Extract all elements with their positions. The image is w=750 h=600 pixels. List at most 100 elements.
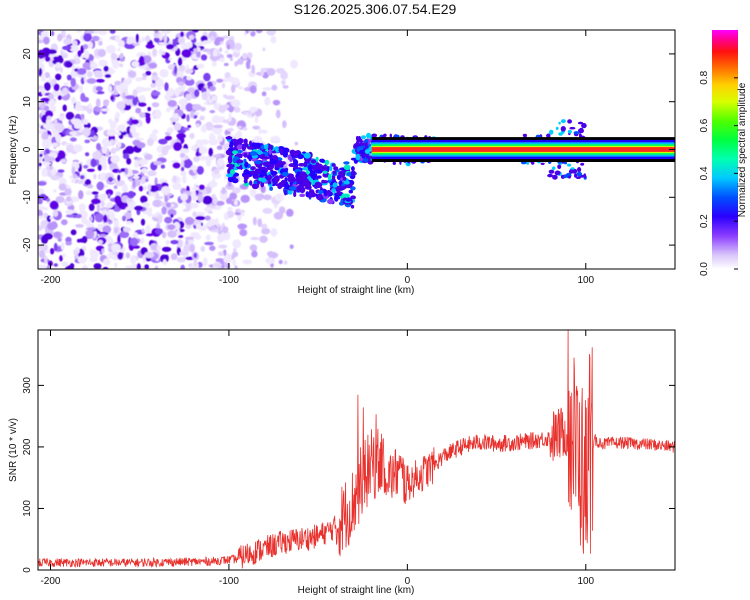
transition-blob bbox=[275, 183, 284, 187]
colorbar-tick-label: 0.2 bbox=[699, 214, 710, 228]
y-tick-label: 20 bbox=[22, 48, 33, 60]
noise-blob bbox=[265, 257, 276, 264]
x-tick-label: -200 bbox=[40, 576, 60, 587]
noise-blob bbox=[40, 97, 50, 102]
noise-blob bbox=[45, 198, 51, 202]
spectrogram-y-label: Frequency (Hz) bbox=[8, 116, 19, 185]
noise-blob bbox=[138, 185, 144, 192]
transition-blob bbox=[333, 166, 339, 171]
transition-blob bbox=[284, 167, 289, 172]
noise-blob bbox=[77, 255, 87, 264]
noise-blob bbox=[186, 76, 192, 81]
noise-blob bbox=[215, 258, 224, 263]
noise-blob bbox=[223, 172, 229, 180]
noise-blob bbox=[161, 246, 172, 252]
edge-blob bbox=[574, 173, 577, 178]
transition-blob bbox=[254, 160, 262, 165]
noise-blob bbox=[190, 110, 195, 119]
noise-blob bbox=[120, 131, 127, 136]
transition-blob bbox=[342, 176, 347, 181]
noise-blob bbox=[78, 238, 87, 243]
noise-blob bbox=[161, 206, 167, 215]
noise-blob bbox=[108, 85, 113, 93]
x-tick-label: -200 bbox=[40, 275, 60, 286]
noise-blob bbox=[204, 215, 211, 221]
noise-blob bbox=[122, 215, 126, 222]
noise-blob bbox=[180, 148, 190, 154]
noise-blob bbox=[38, 39, 44, 44]
noise-blob bbox=[64, 61, 73, 68]
transition-blob bbox=[227, 157, 233, 161]
noise-blob bbox=[132, 89, 138, 98]
noise-blob bbox=[184, 216, 195, 226]
noise-blob bbox=[38, 205, 45, 210]
noise-blob bbox=[117, 174, 121, 182]
edge-blob bbox=[573, 131, 580, 135]
noise-blob bbox=[167, 224, 176, 230]
transition-blob bbox=[243, 138, 248, 144]
noise-blob bbox=[263, 194, 272, 201]
noise-blob bbox=[105, 189, 114, 196]
noise-blob bbox=[103, 99, 110, 105]
noise-blob bbox=[107, 193, 111, 199]
noise-blob bbox=[165, 202, 172, 208]
edge-blob bbox=[362, 153, 368, 157]
noise-blob bbox=[85, 30, 95, 35]
noise-blob bbox=[196, 211, 205, 217]
noise-blob bbox=[262, 87, 273, 91]
edge-blob bbox=[371, 133, 378, 138]
snr-x-label: Height of straight line (km) bbox=[298, 585, 415, 596]
edge-blob bbox=[554, 170, 561, 176]
noise-blob bbox=[222, 226, 229, 234]
transition-blob bbox=[228, 147, 234, 152]
transition-blob bbox=[236, 153, 240, 157]
noise-blob bbox=[94, 213, 104, 223]
noise-blob bbox=[108, 211, 116, 221]
transition-blob bbox=[322, 170, 328, 174]
transition-blob bbox=[351, 166, 355, 172]
transition-blob bbox=[288, 186, 297, 191]
edge-blob bbox=[389, 133, 392, 138]
transition-blob bbox=[284, 182, 290, 190]
edge-blob bbox=[580, 162, 585, 166]
noise-blob bbox=[240, 212, 245, 217]
noise-blob bbox=[174, 65, 178, 75]
noise-blob bbox=[198, 184, 205, 190]
noise-blob bbox=[170, 213, 174, 218]
noise-blob bbox=[38, 162, 42, 167]
noise-blob bbox=[38, 264, 47, 269]
noise-blob bbox=[53, 263, 58, 267]
noise-blob bbox=[205, 121, 214, 131]
noise-blob bbox=[164, 82, 169, 92]
noise-blob bbox=[88, 41, 93, 49]
noise-blob bbox=[55, 123, 65, 132]
noise-blob bbox=[110, 95, 114, 101]
noise-blob bbox=[199, 226, 207, 231]
edge-blob bbox=[365, 142, 368, 148]
transition-blob bbox=[331, 188, 337, 193]
transition-blob bbox=[253, 142, 260, 148]
noise-blob bbox=[135, 77, 143, 82]
noise-blob bbox=[38, 61, 42, 66]
noise-blob bbox=[131, 60, 140, 68]
noise-blob bbox=[143, 185, 147, 191]
transition-blob bbox=[334, 195, 339, 202]
noise-blob bbox=[39, 153, 43, 157]
noise-blob bbox=[98, 59, 108, 67]
noise-blob bbox=[231, 84, 236, 93]
x-tick-label: 0 bbox=[405, 576, 411, 587]
noise-blob bbox=[45, 148, 50, 154]
noise-blob bbox=[65, 241, 72, 246]
noise-blob bbox=[200, 245, 205, 252]
transition-blob bbox=[232, 150, 238, 155]
transition-blob bbox=[278, 148, 284, 152]
noise-blob bbox=[151, 91, 161, 96]
noise-blob bbox=[65, 111, 75, 120]
transition-blob bbox=[263, 144, 269, 150]
noise-blob bbox=[186, 42, 193, 49]
transition-blob bbox=[319, 158, 325, 163]
noise-blob bbox=[209, 110, 216, 114]
noise-blob bbox=[122, 91, 126, 100]
noise-blob bbox=[98, 40, 103, 46]
noise-blob bbox=[147, 184, 151, 192]
